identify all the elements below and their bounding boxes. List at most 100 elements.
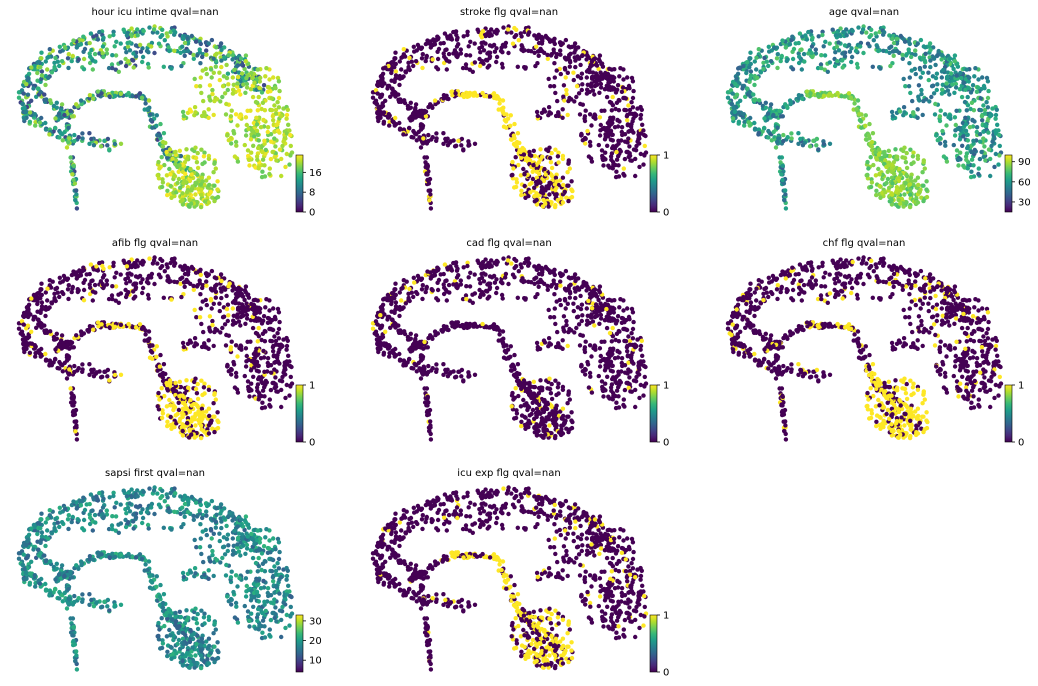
scatter-point	[64, 145, 70, 150]
scatter-point	[98, 375, 104, 380]
scatter-point	[903, 160, 909, 165]
scatter-point	[187, 178, 193, 184]
scatter-point	[889, 109, 895, 115]
scatter-point	[907, 204, 913, 210]
scatter-point	[255, 298, 260, 303]
scatter-point	[556, 111, 561, 116]
scatter-point	[561, 83, 567, 88]
scatter-point	[799, 67, 804, 72]
scatter-point	[551, 47, 556, 52]
scatter-point	[606, 134, 611, 139]
scatter-point	[779, 53, 784, 59]
scatter-point	[206, 406, 212, 411]
scatter-point	[773, 145, 779, 150]
scatter-point	[176, 400, 181, 405]
scatter-point	[948, 71, 954, 76]
scatter-point	[752, 127, 758, 132]
scatter-point	[816, 94, 821, 99]
scatter-point	[62, 343, 67, 349]
scatter-point	[627, 86, 632, 91]
scatter-point	[569, 194, 575, 200]
scatter-point	[80, 37, 85, 43]
scatter-point	[465, 29, 470, 34]
scatter-point	[446, 51, 452, 57]
scatter-point	[254, 128, 260, 133]
scatter-point	[748, 50, 753, 55]
scatter-point	[543, 33, 548, 39]
scatter-point	[204, 48, 209, 53]
scatter-point	[208, 189, 213, 194]
scatter-point	[542, 166, 547, 172]
scatter-point	[43, 127, 49, 132]
scatter-point	[560, 175, 566, 180]
scatter-point	[127, 40, 132, 45]
scatter-point	[161, 131, 167, 136]
scatter-point	[519, 192, 524, 198]
scatter-point	[385, 86, 390, 91]
scatter-point	[160, 370, 166, 376]
scatter-point	[779, 172, 784, 177]
scatter-point	[279, 387, 284, 393]
scatter-point	[271, 118, 276, 123]
scatter-point	[907, 61, 912, 66]
scatter-point	[742, 123, 747, 128]
scatter-point	[29, 329, 34, 334]
scatter-point	[210, 195, 215, 200]
scatter-point	[589, 81, 594, 86]
scatter-point	[135, 264, 140, 269]
scatter-point	[65, 287, 71, 292]
scatter-point	[578, 75, 584, 81]
colorbar-tick-label: 0	[309, 208, 315, 219]
scatter-point	[763, 105, 768, 110]
scatter-point	[603, 150, 608, 155]
scatter-point	[251, 374, 256, 379]
scatter-point	[978, 108, 984, 113]
scatter-point	[752, 98, 757, 103]
scatter-point	[951, 142, 956, 148]
scatter-point	[558, 71, 563, 77]
scatter-point	[965, 166, 970, 171]
scatter-point	[537, 171, 542, 177]
scatter-point	[169, 66, 174, 71]
scatter-point	[52, 297, 57, 303]
scatter-point	[757, 98, 762, 103]
scatter-point	[498, 48, 504, 54]
scatter-point	[621, 166, 626, 171]
scatter-point	[939, 91, 945, 96]
scatter-point	[566, 183, 571, 188]
scatter-point	[977, 156, 983, 162]
scatter-point	[253, 165, 258, 170]
scatter-point	[865, 41, 871, 46]
scatter-point	[156, 390, 161, 396]
scatter-point	[258, 306, 263, 311]
scatter-point	[874, 188, 879, 193]
scatter-point	[409, 59, 414, 64]
scatter-point	[53, 55, 58, 61]
scatter-point	[259, 337, 264, 343]
scatter-point	[536, 40, 542, 46]
scatter-point	[107, 147, 112, 152]
scatter-point	[38, 89, 43, 95]
scatter-point	[747, 65, 752, 70]
scatter-point	[173, 30, 178, 35]
scatter-point	[865, 159, 870, 165]
scatter-point	[393, 50, 398, 55]
scatter-point	[111, 29, 116, 34]
scatter-point	[944, 75, 950, 80]
scatter-point	[198, 75, 203, 80]
scatter-point	[260, 169, 265, 174]
scatter-point	[187, 197, 192, 203]
scatter-point	[527, 149, 532, 155]
scatter-point	[176, 176, 182, 182]
scatter-point	[403, 70, 409, 75]
scatter-point	[110, 65, 115, 71]
scatter-point	[105, 374, 110, 379]
scatter-point	[242, 142, 247, 148]
scatter-point	[101, 54, 106, 60]
scatter-point	[973, 66, 978, 71]
scatter-point	[104, 47, 110, 52]
scatter-point	[217, 77, 222, 83]
scatter-point	[590, 88, 596, 93]
scatter-point	[485, 58, 490, 63]
scatter-point	[506, 50, 511, 56]
